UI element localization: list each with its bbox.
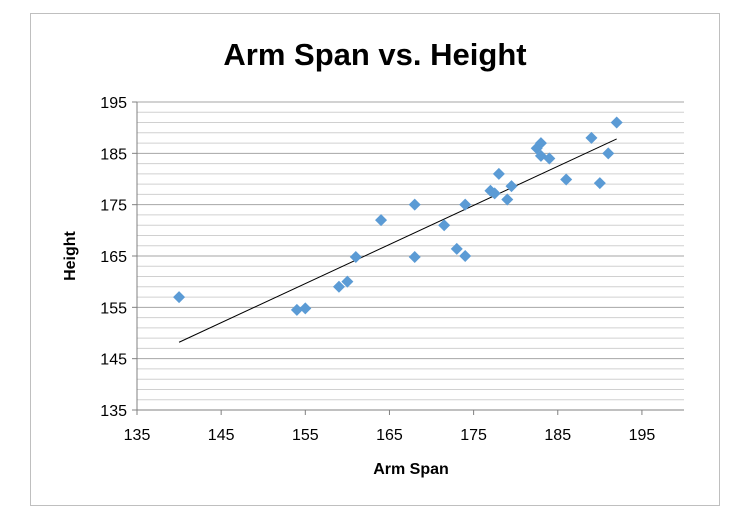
y-tick-label: 145 [100,352,127,369]
data-point [560,173,573,186]
data-point [375,214,388,227]
y-tick-label: 135 [100,403,127,420]
x-tick-label: 185 [544,427,571,444]
trendline [178,138,617,343]
x-tick-label: 195 [629,427,656,444]
data-point [505,180,518,193]
data-point [501,193,514,206]
data-point [585,131,598,144]
data-point [299,302,312,315]
x-axis-tick-labels: 135 145 155 165 175 185 195 [124,427,656,444]
data-point [459,198,472,211]
data-point [450,242,463,255]
x-tick-label: 175 [460,427,487,444]
data-point [534,137,547,150]
y-axis-tick-labels: 195 185 175 165 155 145 135 [100,95,127,420]
trendline-group [178,138,617,343]
chart-title: Arm Span vs. Height [223,37,526,72]
axes [132,101,684,415]
x-tick-label: 145 [208,427,235,444]
y-tick-label: 185 [100,146,127,163]
data-point [408,198,421,211]
x-tick-label: 135 [124,427,151,444]
x-tick-label: 155 [292,427,319,444]
data-point [290,303,303,316]
data-point [408,251,421,264]
data-point [173,291,186,304]
data-point [543,152,556,165]
chart-frame [30,13,720,506]
data-point [593,177,606,190]
data-point [459,250,472,262]
y-tick-label: 165 [100,249,127,266]
x-axis-title: Arm Span [373,461,449,478]
x-tick-label: 165 [376,427,403,444]
y-tick-label: 155 [100,300,127,317]
y-tick-label: 195 [100,95,127,112]
data-point [492,167,505,180]
grid-lines [137,101,684,401]
data-point [349,251,362,264]
data-point [602,147,615,160]
data-point [488,187,501,200]
y-tick-label: 175 [100,198,127,215]
data-point [341,275,354,288]
data-point [438,219,451,232]
data-points [173,116,623,316]
data-point [332,280,345,293]
y-axis-title: Height [62,230,79,280]
data-point [610,116,623,129]
